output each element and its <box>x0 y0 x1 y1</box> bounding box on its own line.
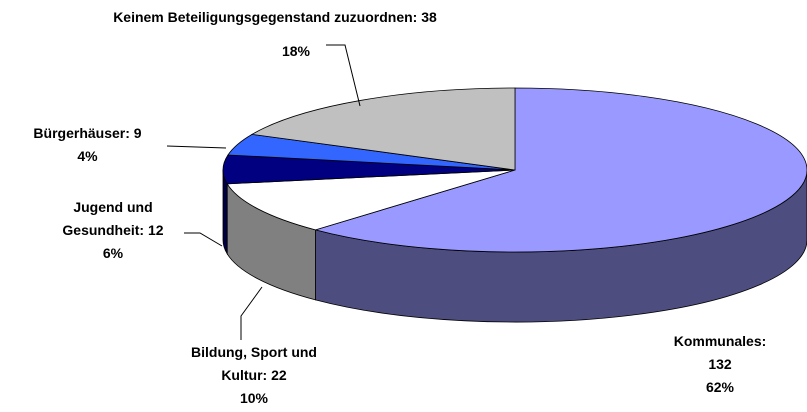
label-buergerhaeuser: Bürgerhäuser: 9 4% <box>0 122 175 168</box>
percent-label: 18% <box>281 43 311 59</box>
label-jugend: Jugend und Gesundheit: 12 6% <box>38 196 188 265</box>
leader-line <box>184 232 223 247</box>
category-label: Jugend und Gesundheit: <box>62 199 153 238</box>
value-label: 9 <box>133 125 142 141</box>
leader-line <box>240 286 263 340</box>
value-label: 22 <box>271 367 287 383</box>
value-label: 132 <box>708 356 732 372</box>
label-kommunales: Kommunales: 132 62% <box>640 330 800 399</box>
percent-label: 10% <box>239 390 269 406</box>
leader-line <box>326 44 361 107</box>
slice <box>314 87 807 253</box>
value-label: 38 <box>421 9 437 25</box>
category-label: Keinem Beteiligungsgegenstand zuzuordnen… <box>113 9 418 25</box>
slice <box>250 87 516 171</box>
percent-label: 62% <box>705 379 735 395</box>
pie <box>222 87 807 323</box>
category-label: Kommunales: <box>673 333 767 349</box>
percent-label: 6% <box>102 245 124 261</box>
category-label: Bildung, Sport und Kultur: <box>191 344 317 383</box>
leader-lines <box>166 44 361 340</box>
label-bildung: Bildung, Sport und Kultur: 22 10% <box>174 341 334 410</box>
label-keinem: Keinem Beteiligungsgegenstand zuzuordnen… <box>40 6 510 29</box>
value-label: 12 <box>147 222 164 238</box>
percent-label-keinem: 18% <box>266 40 326 63</box>
percent-label: 4% <box>77 148 98 164</box>
category-label: Bürgerhäuser: <box>33 125 130 141</box>
slice <box>226 169 516 231</box>
leader-line <box>166 145 227 149</box>
